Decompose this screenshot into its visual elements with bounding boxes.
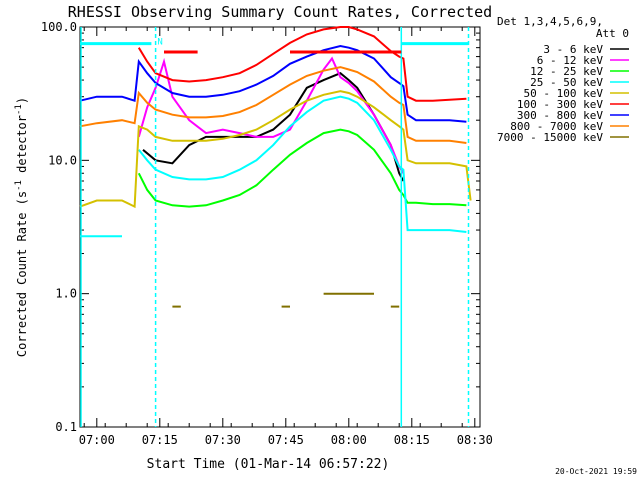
series-800-7000-kev xyxy=(79,66,467,144)
x-tick-label: 07:00 xyxy=(79,433,115,447)
y-tick-label: 0.1 xyxy=(55,420,77,434)
series-line xyxy=(142,72,405,182)
chart-title: RHESSI Observing Summary Count Rates, Co… xyxy=(68,3,492,21)
legend-label: 3 - 6 keV xyxy=(543,43,603,56)
x-axis-label: Start Time (01-Mar-14 06:57:22) xyxy=(147,457,390,472)
series-line xyxy=(137,128,467,208)
legend-label: 50 - 100 keV xyxy=(524,87,604,100)
legend-label: 25 - 50 keV xyxy=(530,76,603,89)
series-line xyxy=(79,44,467,123)
y-tick-label: 10.0 xyxy=(48,153,77,167)
x-tick-label: 07:15 xyxy=(142,433,178,447)
y-axis-label-close: ) xyxy=(15,97,29,104)
series-100-300-kev xyxy=(137,26,467,102)
y-axis-label-main: Corrected Count Rate (s xyxy=(15,191,29,357)
series-7000-15000-kev xyxy=(172,292,400,308)
legend-label: 300 - 800 keV xyxy=(517,109,603,122)
legend-label: 12 - 25 keV xyxy=(530,65,603,78)
series-50-100-kev xyxy=(79,90,472,209)
series-3-6-kev xyxy=(142,72,405,182)
chart-layer: 0.1 1.0 10.0 100.0 07:00 07:15 07:30 07:45 08:00… xyxy=(41,20,629,447)
x-tick-label: 08:30 xyxy=(457,433,493,447)
series-25-50-kev xyxy=(80,95,467,238)
y-tick-label: 1.0 xyxy=(55,287,77,301)
series-line xyxy=(137,26,467,102)
y-axis-label-end: detector xyxy=(15,115,29,180)
series-line xyxy=(138,95,467,233)
legend-label: 6 - 12 keV xyxy=(537,54,604,67)
y-axis-label-sup2: -1 xyxy=(14,104,24,115)
series-line xyxy=(79,90,472,209)
y-axis-label-sup: -1 xyxy=(14,180,24,191)
x-tick-label: 07:30 xyxy=(205,433,241,447)
footer-timestamp: 20-Oct-2021 19:59 xyxy=(555,467,637,476)
flag-bar-label: N xyxy=(157,38,162,48)
series-300-800-kev xyxy=(79,44,467,123)
legend-label: 800 - 7000 keV xyxy=(510,120,603,133)
series-12-25-kev xyxy=(137,128,467,208)
legend-title-line-2: Att 0 xyxy=(596,27,629,40)
plot-frame xyxy=(79,26,481,428)
legend-label: 100 - 300 keV xyxy=(517,98,603,111)
x-tick-label: 08:15 xyxy=(394,433,430,447)
series-line xyxy=(79,66,467,144)
legend-title-line-1: Det 1,3,4,5,6,9, xyxy=(497,15,603,28)
y-tick-label: 100.0 xyxy=(41,20,77,34)
y-axis-label: Corrected Count Rate (s-1 detector-1) xyxy=(14,97,29,357)
legend-label: 7000 - 15000 keV xyxy=(497,131,603,144)
x-tick-label: 08:00 xyxy=(331,433,367,447)
x-tick-label: 07:45 xyxy=(268,433,304,447)
